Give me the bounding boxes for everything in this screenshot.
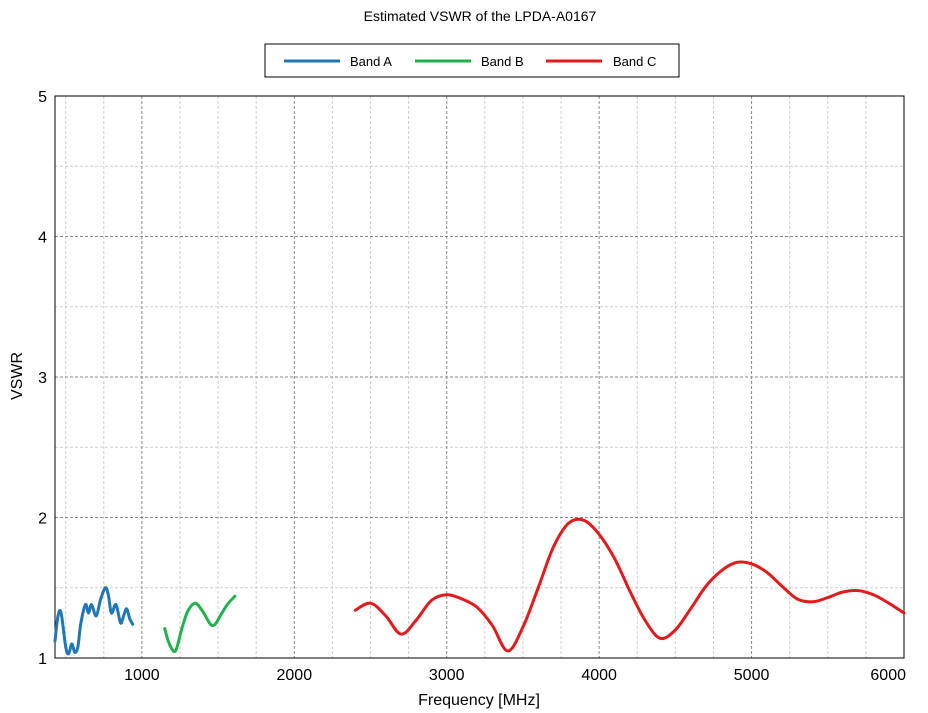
x-tick-label: 3000 [429, 667, 465, 684]
chart-title: Estimated VSWR of the LPDA-A0167 [364, 8, 597, 24]
legend-label-band-c: Band C [613, 54, 656, 69]
series-line-band-c [353, 517, 906, 653]
x-tick-label: 1000 [124, 667, 160, 684]
legend: Band A Band B Band C [264, 43, 680, 78]
x-axis-label: Frequency [MHz] [418, 692, 540, 709]
y-tick-label: 2 [38, 511, 47, 528]
y-axis-label: VSWR [9, 352, 26, 400]
x-tick-label: 6000 [870, 667, 906, 684]
tick-labels: 1000 2000 3000 4000 5000 6000 1 2 3 4 5 [38, 89, 906, 684]
y-tick-label: 4 [38, 230, 47, 247]
y-tick-label: 3 [38, 370, 47, 387]
plot-area-frame [54, 95, 905, 659]
x-tick-label: 4000 [581, 667, 617, 684]
legend-label-band-a: Band A [350, 54, 392, 69]
series-line-band-b [163, 594, 237, 654]
x-tick-label: 2000 [277, 667, 313, 684]
y-tick-label: 1 [38, 651, 47, 668]
legend-label-band-b: Band B [481, 54, 524, 69]
major-gridlines [55, 96, 904, 658]
x-tick-label: 5000 [734, 667, 770, 684]
y-tick-label: 5 [38, 89, 47, 106]
series-lines [53, 517, 906, 656]
series-line-band-a [53, 586, 135, 656]
